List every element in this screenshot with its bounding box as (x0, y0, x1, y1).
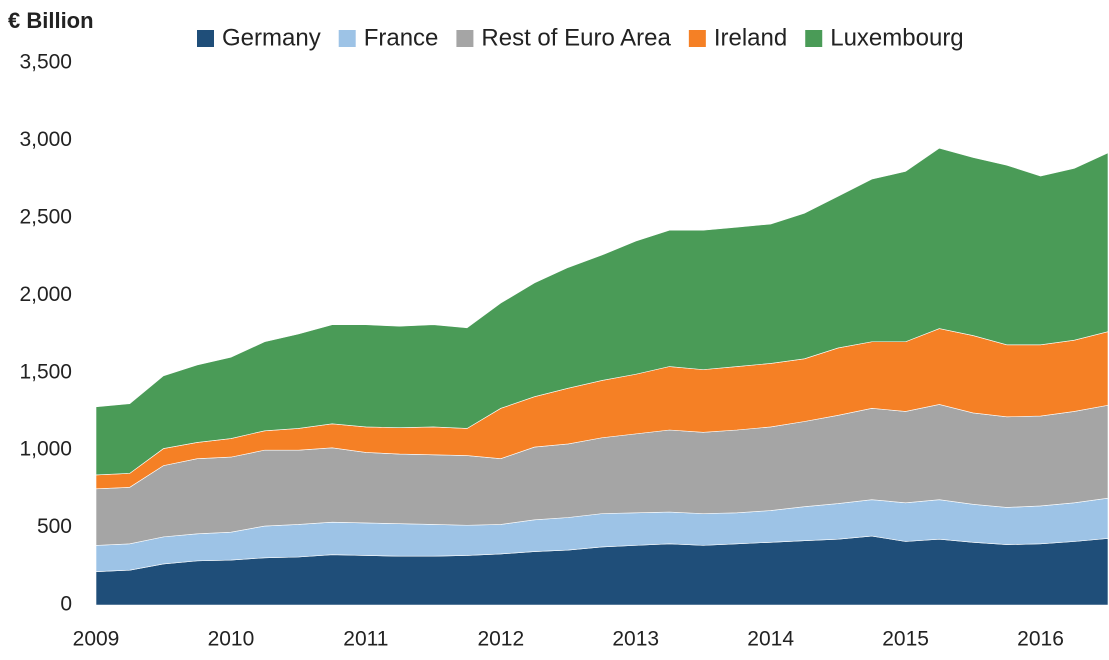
x-tick-label: 2016 (1017, 628, 1064, 651)
x-tick-label: 2013 (612, 628, 659, 651)
legend-swatch (456, 30, 474, 47)
y-tick-label: 2,500 (19, 205, 72, 228)
legend-swatch (805, 30, 823, 47)
y-tick-label: 1,500 (19, 360, 72, 383)
legend-label: France (364, 24, 439, 51)
y-tick-label: 1,000 (19, 438, 72, 461)
y-tick-label: 0 (60, 593, 72, 616)
x-tick-label: 2011 (343, 628, 388, 651)
legend-label: Germany (222, 24, 321, 51)
y-axis-label: € Billion (8, 8, 94, 33)
legend-label: Luxembourg (830, 24, 963, 51)
legend-swatch (197, 30, 214, 47)
y-tick-label: 3,500 (19, 51, 72, 74)
legend-swatch (688, 30, 706, 47)
area (95, 147, 1109, 476)
x-tick-label: 2009 (73, 628, 120, 651)
y-tick-label: 500 (37, 515, 72, 538)
y-tick-label: 3,000 (19, 128, 72, 151)
legend-label: Rest of Euro Area (481, 24, 671, 51)
x-tick-label: 2010 (208, 628, 255, 651)
legend-label: Ireland (714, 24, 787, 51)
legend-swatch (338, 30, 356, 47)
x-tick-label: 2015 (882, 628, 929, 651)
x-tick-label: 2012 (477, 628, 524, 651)
x-tick-label: 2014 (747, 628, 794, 651)
y-tick-label: 2,000 (19, 283, 72, 306)
